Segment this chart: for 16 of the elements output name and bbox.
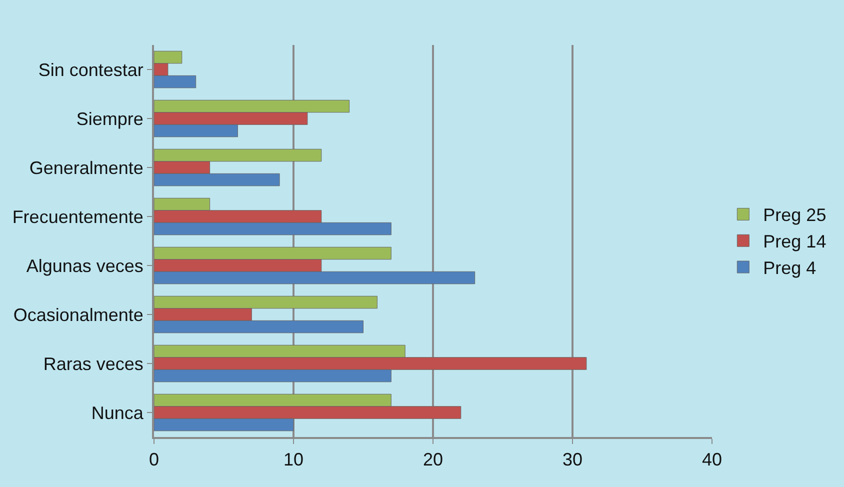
- y-tick-label: Siempre: [76, 108, 144, 129]
- y-tick-label: Raras veces: [43, 354, 144, 374]
- legend-label: Preg 4: [763, 258, 816, 278]
- legend-label: Preg 25: [763, 205, 826, 226]
- y-tick-label: Sin contestar: [38, 60, 144, 80]
- y-tick-label: Nunca: [91, 402, 144, 423]
- x-tick-label: 40: [702, 450, 722, 470]
- legend-label: Preg 14: [763, 232, 826, 252]
- x-tick-label: 0: [148, 450, 160, 470]
- x-tick-label: 30: [562, 450, 583, 470]
- y-tick-label: Ocasionalmente: [13, 304, 144, 325]
- y-tick-label: Algunas veces: [26, 256, 144, 276]
- y-tick-label: Frecuentemente: [12, 206, 144, 227]
- x-tick-label: 20: [422, 450, 444, 470]
- x-tick-label: 10: [283, 450, 304, 470]
- y-tick-label: Generalmente: [29, 158, 144, 178]
